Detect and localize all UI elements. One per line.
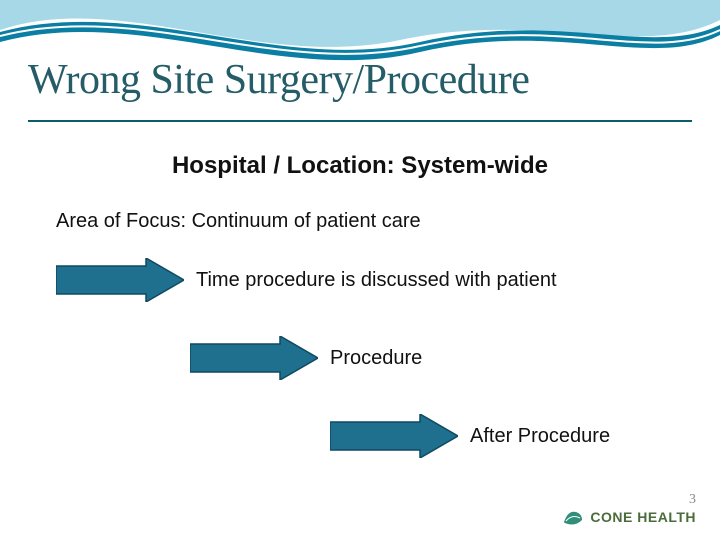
title-underline: [28, 120, 692, 122]
continuum-step-3: After Procedure: [330, 414, 610, 458]
step-label: Time procedure is discussed with patient: [196, 269, 557, 292]
continuum-step-1: Time procedure is discussed with patient: [56, 258, 557, 302]
brand-logo: CONE HEALTH: [562, 508, 696, 526]
focus-text: Area of Focus: Continuum of patient care: [56, 210, 421, 233]
brand-text: CONE HEALTH: [590, 509, 696, 525]
slide-title: Wrong Site Surgery/Procedure: [28, 56, 529, 104]
continuum-step-2: Procedure: [190, 336, 422, 380]
arrow-icon: [330, 414, 458, 458]
arrow-icon: [190, 336, 318, 380]
slide-subtitle: Hospital / Location: System-wide: [0, 152, 720, 180]
step-label: After Procedure: [470, 425, 610, 448]
arrow-icon: [56, 258, 184, 302]
step-label: Procedure: [330, 347, 422, 370]
page-number: 3: [689, 492, 696, 508]
leaf-icon: [562, 508, 584, 526]
wave-highlight: [0, 26, 720, 54]
wave-light: [0, 0, 720, 47]
wave-dark: [0, 22, 720, 60]
